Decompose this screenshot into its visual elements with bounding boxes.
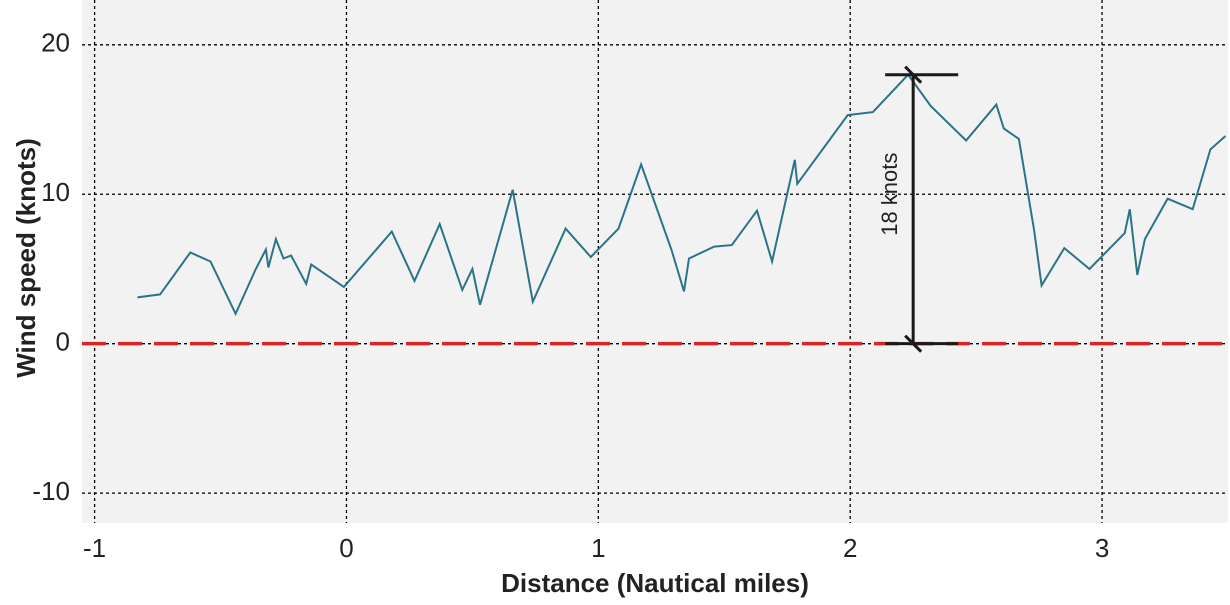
y-tick-label: 0: [56, 327, 70, 357]
y-tick-label: 20: [41, 28, 70, 58]
x-tick-label: 3: [1095, 533, 1109, 563]
x-tick-label: 2: [843, 533, 857, 563]
x-tick-label: 0: [339, 533, 353, 563]
x-tick-label: -1: [83, 533, 106, 563]
y-tick-label: -10: [32, 476, 70, 506]
annotation-label: 18 knots: [877, 153, 902, 236]
x-tick-label: 1: [591, 533, 605, 563]
annotation-tick: [904, 65, 923, 84]
annotation-tick: [904, 334, 923, 353]
y-axis-title: Wind speed (knots): [11, 138, 41, 378]
y-tick-label: 10: [41, 177, 70, 207]
x-axis-title: Distance (Nautical miles): [501, 568, 809, 598]
data-line: [137, 73, 1227, 317]
plot-background: [82, 0, 1228, 523]
